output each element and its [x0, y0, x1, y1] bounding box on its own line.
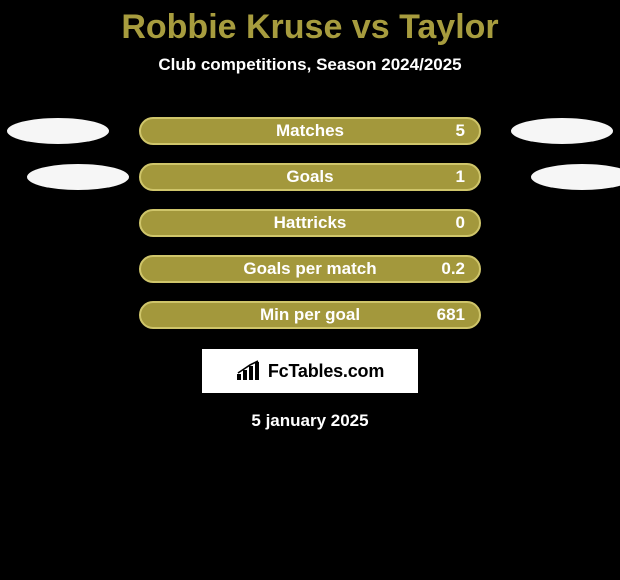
title-player1: Robbie Kruse [121, 8, 342, 46]
stat-bar: Matches 5 [139, 117, 481, 145]
stat-bar: Hattricks 0 [139, 209, 481, 237]
right-marker-icon [531, 164, 620, 190]
stat-row: Goals per match 0.2 [0, 255, 620, 283]
stat-value: 5 [456, 121, 465, 141]
stat-bar: Min per goal 681 [139, 301, 481, 329]
stat-bar: Goals 1 [139, 163, 481, 191]
stat-label: Matches [276, 121, 344, 141]
bars-icon [236, 360, 262, 382]
left-marker-icon [27, 164, 129, 190]
stat-label: Goals [286, 167, 333, 187]
stat-value: 1 [456, 167, 465, 187]
date-text: 5 january 2025 [0, 411, 620, 431]
right-marker-icon [511, 118, 613, 144]
stat-row: Min per goal 681 [0, 301, 620, 329]
stat-row: Hattricks 0 [0, 209, 620, 237]
page-title: Robbie Kruse vs Taylor [0, 0, 620, 47]
left-marker-icon [7, 118, 109, 144]
stat-rows: Matches 5 Goals 1 Hattricks 0 Goals per … [0, 117, 620, 329]
stat-label: Goals per match [243, 259, 376, 279]
subtitle: Club competitions, Season 2024/2025 [0, 55, 620, 75]
stat-row: Goals 1 [0, 163, 620, 191]
title-player2: Taylor [399, 8, 499, 46]
title-vs: vs [352, 8, 390, 46]
stat-value: 0 [456, 213, 465, 233]
stat-value: 681 [437, 305, 465, 325]
stat-bar: Goals per match 0.2 [139, 255, 481, 283]
brand-text: FcTables.com [268, 361, 384, 382]
stat-label: Hattricks [274, 213, 347, 233]
stat-value: 0.2 [441, 259, 465, 279]
stat-row: Matches 5 [0, 117, 620, 145]
stat-label: Min per goal [260, 305, 360, 325]
brand-badge: FcTables.com [202, 349, 418, 393]
